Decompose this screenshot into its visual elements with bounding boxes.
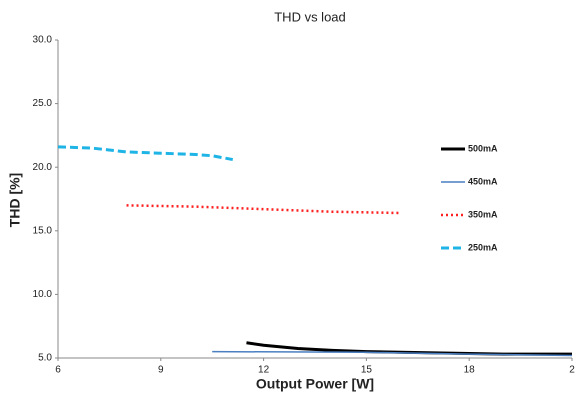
x-tick-label: 6 — [55, 365, 61, 376]
chart-title: THD vs load — [274, 9, 346, 24]
y-tick-label: 10.0 — [33, 289, 53, 300]
x-tick-label: 15 — [361, 365, 373, 376]
x-tick-label: 18 — [464, 365, 476, 376]
y-axis-label: THD [%] — [7, 173, 23, 227]
series-line — [57, 145, 234, 162]
legend-label: 250mA — [468, 242, 498, 252]
x-tick-label: 9 — [158, 365, 164, 376]
x-tick-label: 12 — [258, 365, 270, 376]
series-line — [126, 204, 401, 215]
legend-label: 500mA — [468, 143, 498, 153]
y-tick-label: 20.0 — [33, 162, 53, 173]
y-tick-label: 30.0 — [33, 35, 53, 46]
legend-label: 450mA — [468, 176, 498, 186]
x-axis-label: Output Power [W] — [256, 376, 374, 392]
y-tick-label: 5.0 — [38, 353, 52, 364]
series-line — [212, 350, 573, 357]
x-tick-label: 2 — [569, 365, 575, 376]
y-tick-label: 15.0 — [33, 225, 53, 236]
y-tick-label: 25.0 — [33, 98, 53, 109]
legend-label: 350mA — [468, 209, 498, 219]
